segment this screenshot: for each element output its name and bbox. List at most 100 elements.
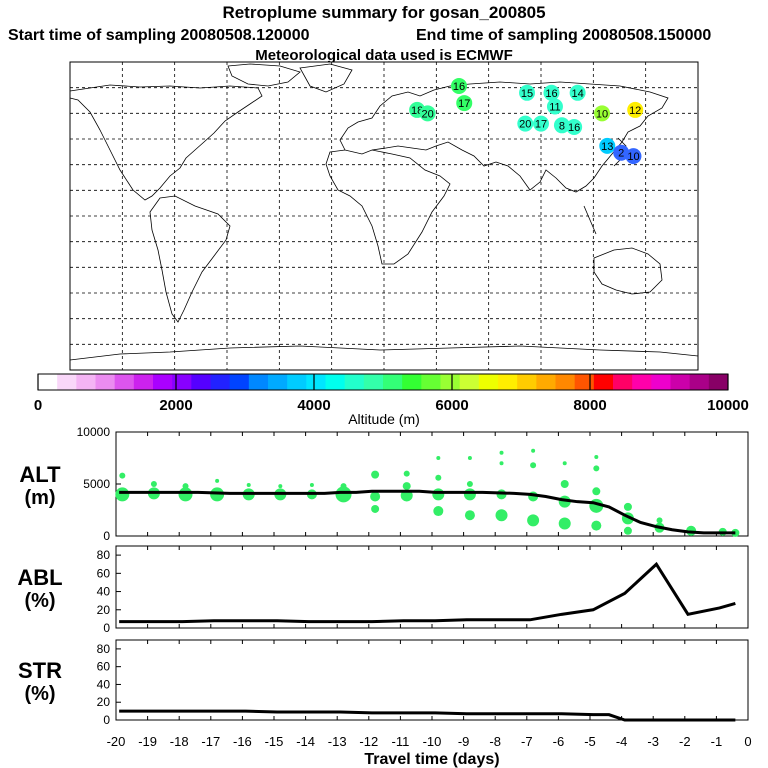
colorbar-swatch (153, 374, 173, 390)
altitude-scatter-point (499, 461, 504, 466)
x-tick-label: -19 (138, 734, 157, 749)
panel-ylabel: STR (18, 658, 62, 683)
x-tick-label: -1 (711, 734, 723, 749)
x-tick-label: -3 (647, 734, 659, 749)
altitude-scatter-point (435, 474, 442, 481)
altitude-scatter-point (562, 461, 567, 466)
x-tick-label: 0 (744, 734, 751, 749)
y-tick-label: 80 (97, 548, 111, 562)
altitude-scatter-point (558, 517, 571, 530)
altitude-scatter-point (278, 484, 283, 489)
panel-ylabel: ABL (17, 565, 62, 590)
end-time-label: End time of sampling 20080508.150000 (416, 27, 712, 44)
altitude-scatter-point (432, 488, 445, 501)
altitude-scatter-point (530, 462, 537, 469)
panel-yunit: (%) (24, 590, 55, 612)
map-marker-dot (594, 105, 611, 122)
altitude-scatter-point (592, 487, 601, 496)
colorbar-tick-label: 2000 (159, 397, 192, 414)
altitude-scatter-point (403, 470, 410, 477)
x-tick-label: -4 (616, 734, 628, 749)
colorbar-swatch (325, 374, 346, 390)
colorbar-swatch (248, 374, 269, 390)
panel-yunit: (%) (24, 683, 55, 705)
colorbar-swatch (536, 374, 556, 390)
str-panel-frame (115, 639, 749, 721)
map-marker-label: 15 (521, 88, 533, 100)
colorbar-tick-label: 8000 (573, 397, 606, 414)
colorbar-swatch (344, 374, 365, 390)
map-marker-label: 20 (421, 108, 433, 120)
altitude-scatter-point (115, 487, 130, 502)
colorbar-swatch (383, 374, 403, 390)
colorbar-swatch (498, 374, 518, 390)
y-tick-label: 80 (97, 642, 111, 656)
y-tick-label: 10000 (77, 425, 111, 439)
altitude-scatter-point (340, 483, 347, 490)
panel-ylabel: ALT (19, 462, 61, 487)
colorbar-swatch (57, 374, 77, 390)
colorbar-swatch (306, 374, 326, 390)
str-series-line (119, 709, 736, 722)
map-marker-dot (625, 148, 642, 165)
map-grid (70, 62, 698, 370)
x-tick-label: -17 (201, 734, 220, 749)
map-marker-dot (419, 105, 436, 122)
map-marker-label: 11 (549, 101, 560, 113)
map-marker-label: 17 (535, 119, 547, 131)
x-tick-label: -11 (391, 734, 409, 749)
colorbar-swatch (555, 374, 576, 390)
colorbar-swatch (191, 374, 211, 390)
altitude-scatter-point (499, 450, 504, 455)
colorbar-swatch (670, 374, 691, 390)
colorbar-tick-label: 10000 (707, 397, 749, 414)
colorbar-swatch (287, 374, 307, 390)
chart-title: Retroplume summary for gosan_200805 (222, 3, 546, 22)
colorbar-swatch (402, 374, 422, 390)
panel-yunit: (m) (24, 487, 55, 509)
colorbar-swatch (574, 374, 595, 390)
map-marker-dot (456, 95, 473, 112)
altitude-scatter-point (623, 502, 632, 511)
altitude-scatter-point (436, 456, 441, 460)
map-marker-label: 10 (627, 151, 639, 163)
altitude-scatter-point (402, 482, 411, 491)
colorbar-swatch (38, 374, 58, 390)
x-tick-label: -7 (521, 734, 533, 749)
start-time-label: Start time of sampling 20080508.120000 (8, 27, 310, 44)
colorbar-tick-label: 0 (34, 397, 42, 414)
altitude-scatter-point (464, 510, 475, 521)
colorbar-swatch (268, 374, 288, 390)
map-marker-dot (566, 119, 583, 136)
x-tick-label: -5 (584, 734, 596, 749)
altitude-scatter-point (370, 491, 381, 502)
map-marker-dot (517, 115, 534, 132)
altitude-scatter-point (119, 472, 126, 479)
met-data-label: Meteorological data used is ECMWF (255, 47, 513, 64)
colorbar-swatch (95, 374, 116, 390)
map-marker-dot (451, 77, 468, 94)
alt-panel-frame (115, 431, 749, 537)
altitude-scatter-point (467, 456, 472, 460)
colorbar-swatch (363, 374, 384, 390)
colorbar-swatch (593, 374, 614, 390)
map-marker-dot (546, 98, 563, 115)
altitude-scatter-point (527, 514, 540, 527)
map-marker-label: 16 (568, 122, 580, 134)
colorbar-swatch (632, 374, 652, 390)
x-tick-label: -13 (328, 734, 347, 749)
altitude-scatter-point (495, 509, 508, 522)
map-marker-label: 12 (629, 105, 641, 117)
colorbar-tick-label: 4000 (297, 397, 330, 414)
map-marker-label: 14 (572, 88, 584, 100)
alt-series-line (119, 489, 736, 535)
map-marker-dot (599, 137, 616, 154)
altitude-scatter-point (309, 483, 314, 488)
altitude-scatter-point (246, 483, 251, 488)
altitude-scatter-point (150, 481, 157, 487)
y-tick-label: 60 (97, 660, 111, 674)
colorbar-swatch (114, 374, 135, 390)
altitude-scatter-point (335, 486, 352, 503)
